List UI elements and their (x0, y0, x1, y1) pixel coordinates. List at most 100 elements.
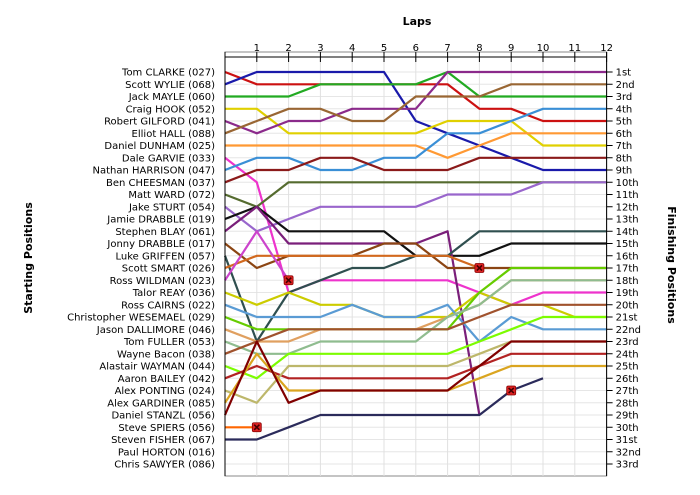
starting-position-label: Tom FULLER (053) (123, 337, 215, 348)
series-layer (223, 70, 607, 441)
driver-line (225, 107, 607, 147)
driver-line (225, 70, 607, 98)
starting-position-label: Matt WARD (072) (128, 190, 215, 201)
left-labels: Tom CLARKE (027)Scott WYLIE (068)Jack MA… (67, 68, 215, 471)
starting-position-label: Paul HORTON (016) (118, 447, 215, 458)
lap-tick-label: 11 (568, 43, 581, 54)
grid-layer (224, 51, 608, 477)
starting-position-label: Scott WYLIE (068) (125, 80, 215, 91)
starting-position-label: Tom CLARKE (027) (121, 68, 215, 79)
lap-tick-label: 1 (254, 43, 260, 54)
retirement-cross (476, 264, 483, 272)
finishing-position-label: 13th (616, 215, 639, 226)
finishing-position-label: 21st (616, 313, 638, 324)
retirement-cross (285, 277, 292, 284)
driver-line (224, 352, 607, 380)
lap-tick-label: 6 (413, 43, 419, 54)
finishing-position-label: 29th (616, 411, 639, 422)
starting-position-label: Stephen BLAY (061) (115, 227, 215, 238)
lap-tick-label: 2 (285, 43, 291, 54)
starting-position-label: Dale GARVIE (033) (122, 153, 215, 164)
starting-position-label: Talor REAY (036) (132, 288, 215, 299)
starting-position-label: Nathan HARRISON (047) (93, 166, 216, 177)
finishing-position-label: 28th (616, 398, 639, 409)
starting-position-label: Alastair WAYMAN (044) (99, 362, 215, 373)
finishing-position-label: 7th (616, 141, 633, 152)
finishing-position-label: 14th (616, 227, 639, 238)
starting-position-label: Jake STURT (054) (128, 202, 215, 213)
finishing-position-label: 25th (616, 362, 639, 373)
finishing-position-label: 24th (616, 349, 639, 360)
marker-layer (251, 263, 517, 433)
lap-tick-label: 3 (317, 43, 323, 54)
finishing-position-label: 6th (616, 129, 633, 140)
lap-tick-label: 9 (508, 43, 514, 54)
driver-line (224, 107, 607, 172)
lap-tick-label: 4 (349, 43, 355, 54)
starting-position-label: Wayne Bacon (038) (117, 349, 215, 360)
finishing-position-label: 16th (616, 251, 639, 262)
finishing-position-label: 19th (616, 288, 639, 299)
finishing-position-label: 27th (616, 386, 639, 397)
starting-position-label: Christopher WESEMAEL (029) (67, 313, 215, 324)
y-right-title: Finishing Positions (665, 206, 678, 324)
finishing-position-label: 3rd (616, 92, 633, 103)
driver-line (224, 83, 607, 135)
finishing-position-label: 26th (616, 374, 639, 385)
finishing-position-label: 32nd (616, 447, 641, 458)
driver-line (224, 181, 607, 233)
driver-line (224, 156, 607, 184)
starting-position-label: Jason DALLIMORE (046) (96, 325, 215, 336)
finishing-position-label: 4th (616, 104, 633, 115)
finishing-position-label: 11th (616, 190, 639, 201)
starting-position-label: Daniel STANZL (056) (111, 411, 215, 422)
lap-ticks: 1 2 3 4 5 6 7 8 9 10 11 12 (254, 43, 613, 54)
lap-tick-label: 7 (444, 43, 450, 54)
driver-line (224, 303, 607, 343)
finishing-position-label: 8th (616, 153, 633, 164)
starting-position-label: Ross CAIRNS (022) (121, 300, 215, 311)
starting-position-label: Jack MAYLE (060) (128, 92, 215, 103)
finishing-position-label: 22nd (616, 325, 641, 336)
starting-position-label: Scott SMART (026) (122, 264, 215, 275)
starting-position-label: Ross WILDMAN (023) (110, 276, 215, 287)
driver-line (225, 377, 544, 441)
x-axis-title: Laps (403, 15, 432, 28)
driver-line (224, 315, 607, 380)
finishing-position-label: 31st (616, 435, 638, 446)
lap-tick-label: 12 (600, 43, 613, 54)
driver-line (225, 132, 607, 159)
finishing-position-label: 12th (616, 202, 639, 213)
starting-position-label: Steven FISHER (067) (111, 435, 215, 446)
starting-position-label: Aaron BAILEY (042) (118, 374, 215, 385)
starting-position-label: Jamie DRABBLE (019) (106, 215, 215, 226)
lap-tick-label: 8 (476, 43, 482, 54)
driver-line (224, 70, 607, 135)
lap-tick-label: 5 (381, 43, 387, 54)
finishing-position-label: 15th (616, 239, 639, 250)
driver-line (224, 303, 607, 355)
driver-line (224, 254, 480, 270)
finishing-position-label: 33rd (616, 460, 639, 471)
driver-line (223, 340, 607, 416)
starting-position-label: Chris SAWYER (086) (114, 460, 215, 471)
finishing-position-label: 17th (616, 264, 639, 275)
starting-position-label: Alex GARDINER (085) (107, 398, 215, 409)
starting-position-label: Luke GRIFFEN (057) (115, 251, 215, 262)
finishing-position-label: 18th (616, 276, 639, 287)
retirement-cross (253, 424, 260, 431)
starting-position-label: Robert GILFORD (041) (104, 117, 215, 128)
driver-line (224, 205, 481, 416)
finishing-position-label: 20th (616, 300, 639, 311)
finishing-position-label: 1st (616, 68, 632, 79)
starting-position-label: Elliot HALL (088) (132, 129, 216, 140)
y-left-title: Starting Positions (22, 202, 35, 314)
starting-position-label: Craig HOOK (052) (126, 104, 216, 115)
finishing-position-label: 2nd (616, 80, 635, 91)
finishing-position-label: 10th (616, 178, 639, 189)
driver-line (224, 230, 290, 281)
finishing-position-label: 30th (616, 423, 639, 434)
lap-tick-label: 10 (537, 43, 550, 54)
